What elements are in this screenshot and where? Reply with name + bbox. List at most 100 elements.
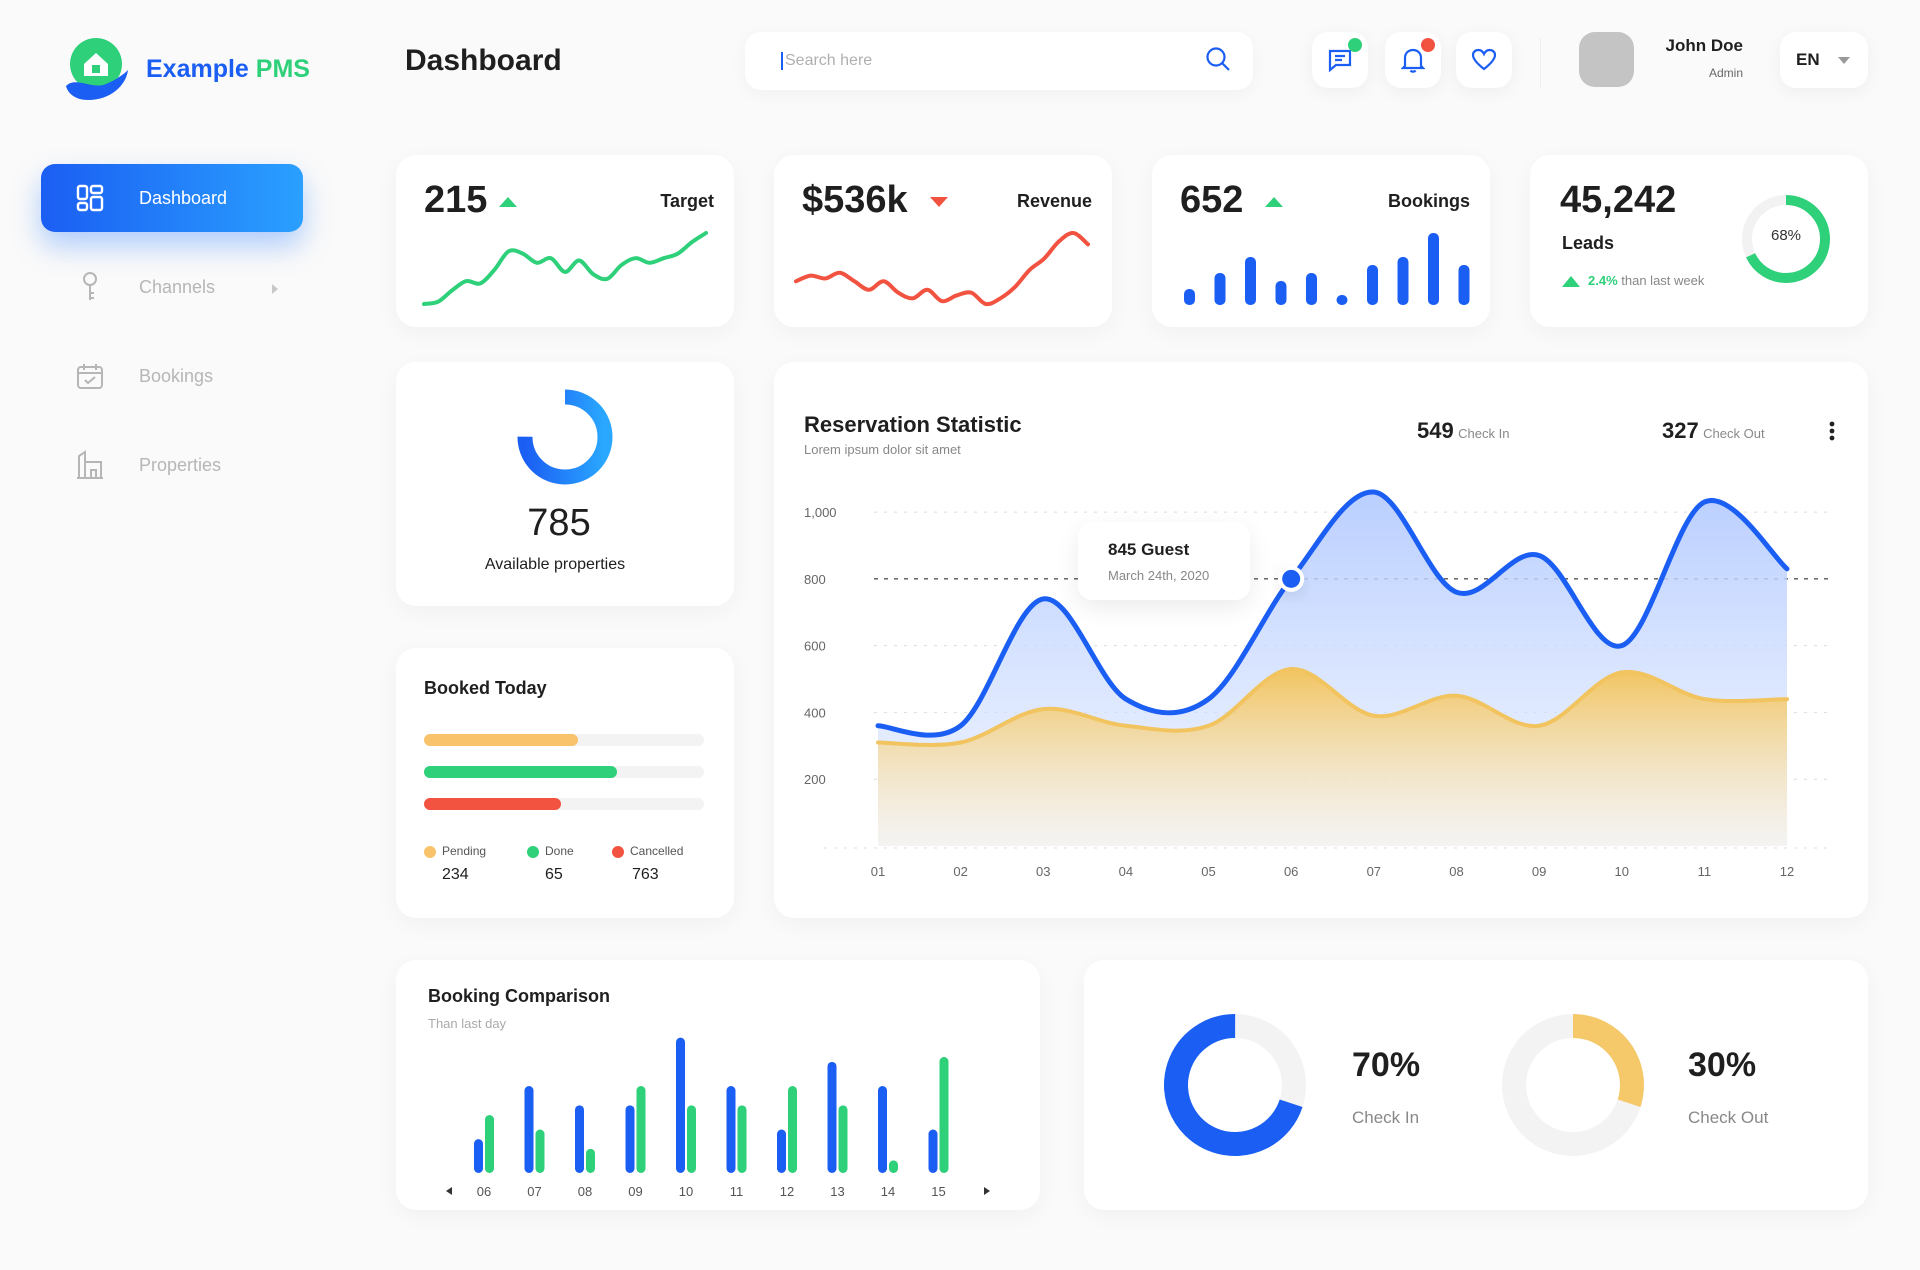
- check-out-donut: [1502, 1014, 1644, 1156]
- leads-change: 2.4%: [1588, 273, 1618, 288]
- today-bar: [474, 1139, 483, 1173]
- sidebar-item-properties[interactable]: Properties: [41, 431, 303, 499]
- sidebar-item-bookings[interactable]: Bookings: [41, 342, 303, 410]
- legend-done: Done: [527, 844, 574, 858]
- legend-label: Pending: [442, 844, 487, 858]
- x-tick-label: 13: [830, 1184, 844, 1199]
- x-tick-label: 01: [871, 864, 885, 879]
- x-tick-label: 02: [953, 864, 967, 879]
- legend-label: Done: [545, 844, 574, 858]
- bookings-bar: [1367, 265, 1378, 305]
- check-in-donut-arc: [1164, 1014, 1306, 1156]
- today-bar: [575, 1105, 584, 1173]
- revenue-sparkline: [794, 230, 1090, 307]
- chevron-right-icon: [271, 279, 279, 300]
- chat-icon: [1328, 49, 1352, 73]
- pending-bar-track: [424, 734, 704, 746]
- x-tick-label: 08: [1449, 864, 1463, 879]
- legend-cancelled: Cancelled: [612, 844, 683, 858]
- pending-count: 234: [442, 866, 469, 883]
- messages-button[interactable]: [1312, 32, 1368, 88]
- today-bar: [878, 1086, 887, 1173]
- more-options-icon[interactable]: [1828, 420, 1836, 442]
- search-icon[interactable]: [1205, 46, 1231, 77]
- brand-name: Example: [146, 54, 249, 83]
- last-day-bar: [687, 1105, 696, 1173]
- dashboard-icon: [75, 183, 105, 213]
- search-input[interactable]: [781, 52, 1205, 70]
- chevron-left-icon[interactable]: [445, 1186, 453, 1196]
- last-day-bar: [838, 1105, 848, 1173]
- today-bar: [777, 1129, 786, 1173]
- done-bar-track: [424, 766, 704, 778]
- trend-up-icon: [1265, 196, 1284, 207]
- check-in-value: 549: [1417, 418, 1454, 443]
- comparison-bar-chart: 06 07 08 09 10 11 12 13 14 15: [474, 1037, 949, 1199]
- x-tick-label: 07: [1367, 864, 1381, 879]
- sidebar-item-channels[interactable]: Channels: [41, 253, 303, 321]
- today-bar: [676, 1037, 685, 1173]
- bookings-bar: [1336, 295, 1348, 305]
- cancelled-bar-fill: [424, 798, 562, 810]
- user-role: Admin: [1708, 66, 1743, 80]
- x-tick-label: 11: [1698, 864, 1712, 879]
- bookings-bar: [1245, 257, 1256, 305]
- bookings-bar: [1306, 273, 1317, 305]
- house-hand-icon: [66, 38, 128, 100]
- favorites-button[interactable]: [1456, 32, 1512, 88]
- notifications-button[interactable]: [1385, 32, 1441, 88]
- done-count: 65: [545, 866, 563, 883]
- revenue-sparkline-line: [794, 230, 1090, 307]
- booked-today-title: Booked Today: [424, 678, 547, 698]
- target-value: 215: [424, 179, 488, 221]
- today-bar: [928, 1129, 938, 1173]
- comparison-title: Booking Comparison: [428, 986, 611, 1006]
- last-day-bar: [889, 1160, 898, 1173]
- messages-badge: [1348, 38, 1362, 52]
- leads-donut: [1742, 195, 1830, 283]
- last-day-bar: [485, 1115, 494, 1173]
- tooltip-date: March 24th, 2020: [1108, 568, 1210, 583]
- sidebar-item-label: Bookings: [139, 365, 214, 386]
- reservation-statistic-card: Reservation Statistic Lorem ipsum dolor …: [774, 362, 1868, 918]
- bookings-bar: [1458, 265, 1470, 305]
- language-value: EN: [1796, 50, 1820, 69]
- x-tick-label: 08: [578, 1184, 592, 1199]
- search-bar: [745, 32, 1253, 90]
- key-icon: [75, 272, 105, 302]
- sidebar-item-dashboard[interactable]: Dashboard: [41, 164, 303, 232]
- done-bar-fill: [424, 766, 618, 778]
- last-day-bar: [788, 1086, 797, 1173]
- last-day-bar: [737, 1105, 747, 1173]
- check-in-stat: 549 Check In: [1417, 418, 1509, 444]
- language-select[interactable]: EN: [1780, 32, 1868, 88]
- building-icon: [75, 450, 105, 480]
- x-tick-label: 12: [780, 1184, 794, 1199]
- available-properties-card: 785 Available properties: [396, 362, 734, 606]
- brand-logo[interactable]: Example PMS: [62, 34, 310, 104]
- revenue-card: $536k Revenue: [774, 155, 1112, 327]
- target-card: 215 Target: [396, 155, 734, 327]
- pending-dot: [424, 845, 436, 858]
- leads-value: 45,242: [1560, 179, 1677, 221]
- check-in-donut: [1164, 1014, 1306, 1156]
- today-bar: [625, 1105, 635, 1173]
- calendar-icon: [75, 361, 105, 391]
- y-tick-label: 1,000: [804, 505, 837, 520]
- pending-bar-fill: [424, 734, 578, 746]
- target-sparkline: [422, 231, 708, 306]
- trend-up-icon: [1562, 276, 1580, 288]
- legend-pending: Pending: [424, 844, 486, 858]
- chevron-right-icon[interactable]: [983, 1186, 991, 1196]
- avatar[interactable]: [1579, 32, 1634, 87]
- cancelled-count: 763: [632, 866, 659, 883]
- x-tick-label: 03: [1036, 864, 1050, 879]
- x-tick-label: 09: [1532, 864, 1546, 879]
- available-progress-ring: [517, 389, 613, 485]
- bookings-bar: [1428, 233, 1439, 305]
- leads-donut-arc: [1742, 195, 1830, 283]
- last-day-bar: [586, 1148, 595, 1173]
- sidebar-item-label: Channels: [139, 276, 216, 297]
- last-day-bar: [939, 1057, 949, 1173]
- chevron-down-icon: [1837, 56, 1850, 64]
